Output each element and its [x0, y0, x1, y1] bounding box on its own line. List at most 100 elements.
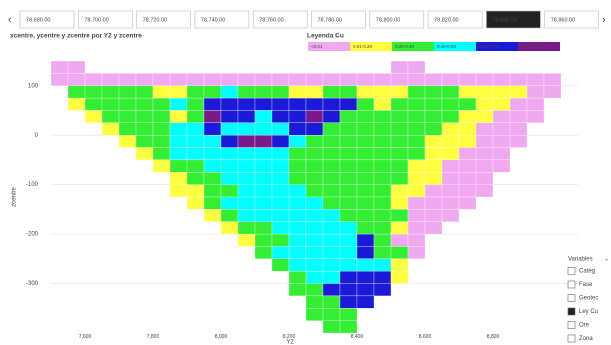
grid-cell [305, 271, 324, 284]
grid-cell [220, 184, 239, 198]
slicer-item[interactable] [427, 10, 483, 29]
grid-cell [305, 97, 324, 111]
grid-cell [458, 110, 477, 123]
slicer-item[interactable] [486, 10, 541, 29]
checkbox[interactable] [567, 307, 576, 316]
grid-cell [84, 110, 103, 123]
y-tick-label: -100 [26, 182, 39, 188]
grid-cell [305, 295, 324, 309]
grid-cell [390, 258, 409, 272]
checkbox[interactable] [567, 334, 576, 343]
slicer-item[interactable] [19, 10, 75, 29]
variable-label: Categ [579, 269, 595, 275]
grid-cell [509, 97, 528, 111]
grid-cell [84, 73, 103, 86]
slicer-item[interactable] [78, 10, 133, 29]
grid-cell [271, 122, 290, 136]
grid-cell [441, 147, 460, 161]
grid-cell [390, 135, 409, 148]
slicer-item[interactable] [369, 10, 425, 29]
grid-cell [101, 97, 120, 111]
slicer-item[interactable] [544, 10, 600, 29]
checkbox[interactable] [567, 294, 576, 302]
grid-cell [305, 184, 324, 198]
grid-cell [169, 172, 188, 185]
grid-cell [169, 73, 188, 86]
grid-cell [288, 258, 307, 272]
grid-cell [424, 209, 443, 222]
grid-cell [458, 85, 477, 99]
grid-cell [220, 85, 239, 99]
grid-cell [339, 122, 358, 136]
grid-cell [169, 147, 188, 161]
grid-cell [322, 147, 341, 161]
grid-cell [390, 147, 409, 161]
grid-cell [186, 97, 205, 111]
grid-cell [305, 196, 324, 210]
grid-cell [356, 295, 375, 309]
grid-cell [475, 85, 494, 99]
slicer-next-arrow[interactable]: › [602, 14, 606, 26]
grid-cell [509, 85, 528, 99]
grid-cell [373, 283, 392, 297]
grid-cell [271, 196, 290, 210]
grid-cell [152, 122, 171, 136]
grid-cell [118, 97, 137, 111]
grid-cell [220, 209, 239, 222]
grid-cell [135, 97, 154, 111]
slicer-item[interactable] [311, 10, 366, 29]
grid-cell [152, 147, 171, 161]
grid-cell [407, 97, 426, 111]
grid-cell [441, 135, 460, 148]
slicer-item[interactable] [252, 10, 308, 29]
slicer-item[interactable] [136, 10, 191, 29]
grid-cell [254, 147, 273, 161]
slicer-prev-arrow[interactable]: ‹ [8, 14, 12, 26]
grid-cell [339, 196, 358, 210]
checkbox[interactable] [567, 280, 576, 289]
grid-cell [101, 122, 120, 136]
grid-cell [186, 73, 205, 86]
slicer-item[interactable] [194, 10, 250, 29]
y-tick-label: -200 [26, 232, 39, 238]
grid-cell [237, 73, 256, 86]
grid-cell [390, 85, 409, 99]
grid-cell [186, 122, 205, 136]
grid-cell [271, 258, 290, 272]
legend-label: 0.60-0.80 [479, 44, 499, 49]
grid-cell [118, 85, 137, 99]
grid-cell [390, 60, 409, 74]
grid-cell [373, 184, 392, 198]
grid-cell [390, 184, 409, 198]
grid-cell [441, 73, 460, 86]
grid-cell [356, 159, 375, 173]
grid-cell [135, 135, 154, 148]
grid-cell [424, 147, 443, 161]
grid-cell [441, 172, 460, 185]
grid-cell [271, 172, 290, 185]
grid-cell [254, 233, 273, 247]
grid-cell [356, 283, 375, 297]
grid-cell [254, 135, 273, 148]
checkbox[interactable] [567, 321, 576, 329]
grid-cell [373, 258, 392, 272]
variables-toggle[interactable]: ⌄ [604, 257, 609, 263]
grid-cell [322, 122, 341, 136]
grid-cell [424, 73, 443, 86]
grid-cell [135, 73, 154, 86]
grid-cell [424, 221, 443, 235]
grid-cell [339, 135, 358, 148]
grid-cell [339, 184, 358, 198]
checkbox[interactable] [567, 267, 576, 275]
grid-cell [526, 97, 545, 111]
grid-cell [203, 196, 222, 210]
grid-cell [356, 97, 375, 111]
grid-cell [458, 135, 477, 148]
grid-cell [339, 320, 358, 334]
grid-cell [373, 85, 392, 99]
grid-cell [237, 135, 256, 148]
grid-cell [118, 122, 137, 136]
grid-cell [254, 97, 273, 111]
grid-cell [458, 73, 477, 86]
grid-cell [237, 196, 256, 210]
